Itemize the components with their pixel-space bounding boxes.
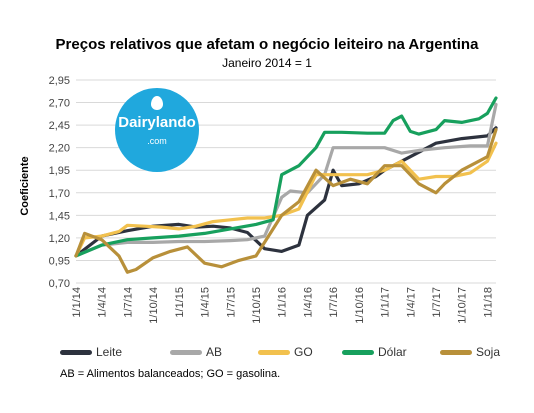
series-line-ab [74,102,498,258]
milk-drop-icon [151,96,163,110]
legend-label: GO [294,345,313,359]
logo-domain: .com [147,136,167,146]
x-tick-label: 1/10/17 [457,287,469,324]
legend-item-ab: AB [170,343,222,361]
series-line-soja [74,128,498,274]
legend-item-leite: Leite [60,343,122,361]
x-tick-label: 1/1/14 [71,287,83,318]
series-line-leite [74,126,498,258]
legend-swatch [60,349,92,355]
legend-label: Leite [96,345,123,359]
x-axis: 1/1/14 1/4/14 1/7/14 1/10/14 1/1/15 1/4/15 1/7… [71,287,494,324]
legend-item-dolar: Dólar [342,343,407,361]
x-tick-label: 1/7/15 [225,287,237,318]
y-axis: 2,95 2,70 2,45 2,20 1,95 1,70 1,45 1,20 0,95 0,70 [49,75,70,290]
x-tick-label: 1/1/17 [380,287,392,318]
y-tick-label: 1,70 [49,188,70,200]
dairylando-logo: Dairylando .com [115,88,199,172]
y-axis-label: Coeficiente [19,156,31,215]
legend-swatch [440,349,472,355]
legend-label: Dólar [378,345,407,359]
x-tick-label: 1/4/15 [200,287,212,318]
x-tick-label: 1/4/17 [405,287,417,318]
legend-swatch [342,349,374,355]
x-tick-label: 1/7/14 [122,287,134,318]
legend-item-soja: Soja [440,343,500,361]
y-tick-label: 0,70 [49,278,70,290]
x-tick-label: 1/10/16 [354,287,366,324]
x-tick-label: 1/1/15 [174,287,186,318]
x-tick-label: 1/7/17 [431,287,443,318]
x-tick-label: 1/7/16 [328,287,340,318]
legend-swatch [258,349,290,355]
x-tick-label: 1/4/14 [97,287,109,318]
footnote: AB = Alimentos balanceados; GO = gasolin… [60,368,281,380]
legend-label: AB [206,345,223,359]
y-tick-label: 2,70 [49,98,70,110]
legend-item-go: GO [258,343,313,361]
y-tick-label: 1,20 [49,233,70,245]
y-tick-label: 2,45 [49,120,70,132]
x-tick-label: 1/10/15 [251,287,263,324]
chart-legend: Leite AB GO Dólar Soja [60,343,520,361]
y-tick-label: 0,95 [49,255,70,267]
chart-title: Preços relativos que afetam o negócio le… [55,36,479,53]
legend-label: Soja [476,345,501,359]
y-tick-label: 2,20 [49,143,70,155]
x-tick-label: 1/1/18 [482,287,494,318]
legend-swatch [170,349,202,355]
x-tick-label: 1/10/14 [148,287,160,324]
series-line-dlar [74,96,498,258]
series-lines [74,96,498,274]
chart-subtitle: Janeiro 2014 = 1 [222,56,312,70]
x-tick-label: 1/1/16 [277,287,289,318]
y-tick-label: 1,45 [49,210,70,222]
logo-wordmark: Dairylando [118,114,196,131]
y-tick-label: 2,95 [49,75,70,87]
x-tick-label: 1/4/16 [302,287,314,318]
y-tick-label: 1,95 [49,165,70,177]
